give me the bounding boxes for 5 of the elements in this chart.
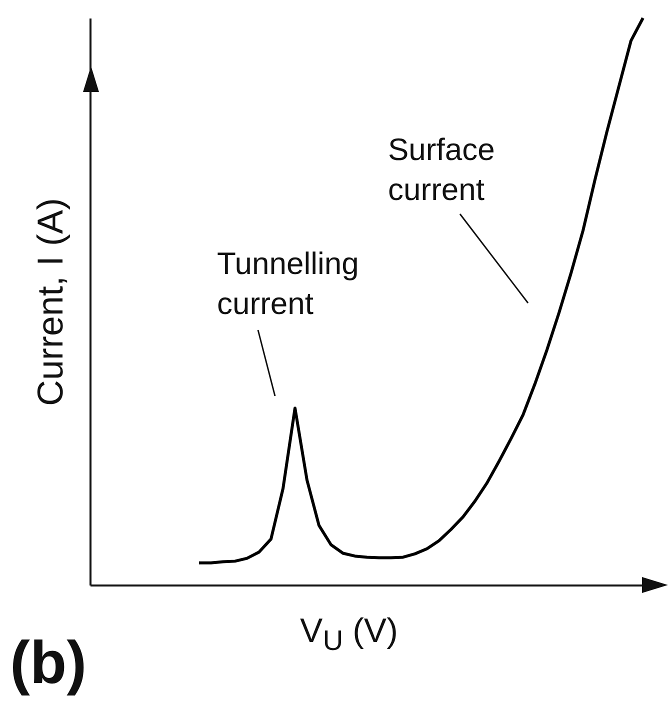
text: (b) (10, 628, 87, 697)
annotation: Tunnelling current (217, 246, 359, 321)
x-axis-title: V$_{U}$ (V) (300, 612, 398, 658)
annotation: Surface current (388, 132, 495, 207)
y-axis-title: Current, I (A) (30, 198, 70, 406)
